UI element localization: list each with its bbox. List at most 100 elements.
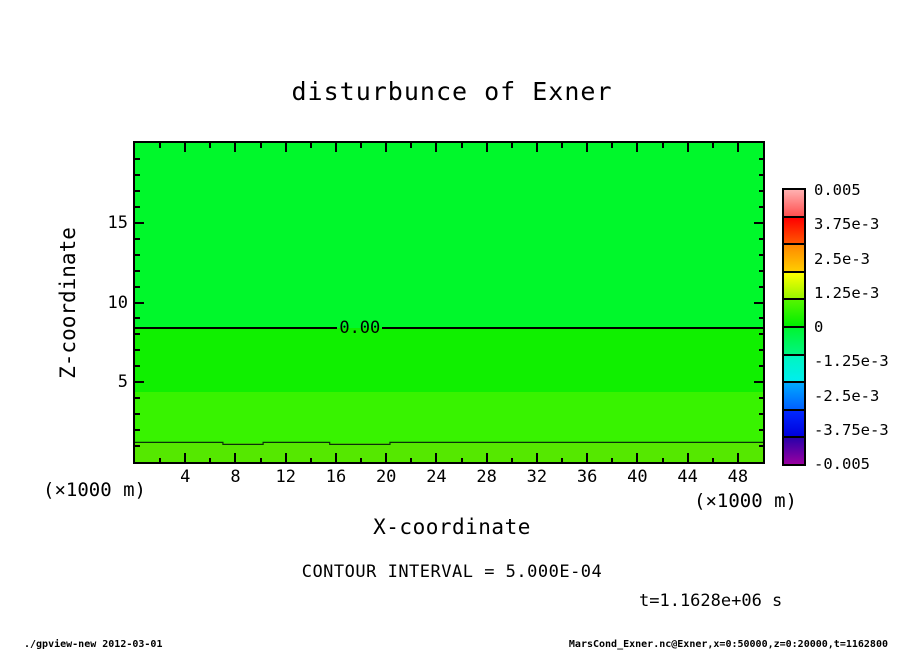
z-minor-tick bbox=[135, 157, 140, 160]
z-minor-tick bbox=[758, 333, 763, 336]
colorbar-segment bbox=[784, 243, 804, 271]
colorbar-tick-label: -1.25e-3 bbox=[814, 352, 889, 371]
x-tick-label: 24 bbox=[426, 467, 447, 487]
x-major-tick bbox=[334, 143, 337, 152]
z-major-tick bbox=[135, 301, 144, 304]
x-minor-tick bbox=[410, 457, 413, 462]
x-tick-label: 4 bbox=[180, 467, 191, 487]
z-minor-tick bbox=[758, 173, 763, 176]
colorbar-tick-label: 0 bbox=[814, 318, 824, 336]
z-minor-tick bbox=[758, 365, 763, 368]
colorbar-tick-label: -0.005 bbox=[814, 455, 870, 473]
z-tick-label: 10 bbox=[107, 292, 128, 313]
x-major-tick bbox=[284, 453, 287, 462]
z-minor-tick bbox=[135, 205, 140, 208]
shade-band bbox=[135, 391, 763, 443]
colorbar-tick-label: -2.5e-3 bbox=[814, 386, 880, 405]
colorbar-segment bbox=[784, 215, 804, 244]
z-minor-tick bbox=[135, 365, 140, 368]
colorbar-segment bbox=[784, 325, 804, 354]
x-major-tick bbox=[686, 143, 689, 152]
z-minor-tick bbox=[135, 173, 140, 176]
x-minor-tick bbox=[711, 457, 714, 462]
z-minor-tick bbox=[758, 157, 763, 160]
x-minor-tick bbox=[661, 457, 664, 462]
z-major-tick bbox=[754, 301, 763, 304]
z-minor-tick bbox=[758, 237, 763, 240]
z-minor-tick bbox=[135, 333, 140, 336]
colorbar-tick-label: 2.5e-3 bbox=[814, 249, 870, 268]
shade-band bbox=[135, 328, 763, 392]
colorbar-segment bbox=[784, 353, 804, 382]
colorbar-segment bbox=[784, 436, 804, 464]
x-major-tick bbox=[485, 143, 488, 152]
shade-band bbox=[135, 442, 763, 462]
x-minor-tick bbox=[711, 143, 714, 148]
x-major-tick bbox=[435, 453, 438, 462]
z-axis-unit-label: (×1000 m) bbox=[43, 479, 146, 501]
z-minor-tick bbox=[135, 397, 140, 400]
footer-dataset-text: MarsCond_Exner.nc@Exner,x=0:50000,z=0:20… bbox=[568, 639, 888, 650]
x-tick-label: 28 bbox=[476, 467, 497, 487]
x-tick-label: 8 bbox=[230, 467, 241, 487]
z-tick-label: 15 bbox=[107, 212, 128, 233]
x-minor-tick bbox=[259, 457, 262, 462]
z-minor-tick bbox=[135, 269, 140, 272]
x-minor-tick bbox=[561, 457, 564, 462]
colorbar-segment bbox=[784, 270, 804, 299]
zero-contour-line-left bbox=[135, 327, 338, 329]
x-major-tick bbox=[234, 143, 237, 152]
x-tick-label: 36 bbox=[576, 467, 598, 487]
x-major-tick bbox=[284, 143, 287, 152]
z-minor-tick bbox=[135, 253, 140, 256]
z-minor-tick bbox=[758, 285, 763, 288]
contour-interval-label: CONTOUR INTERVAL = 5.000E-04 bbox=[301, 562, 603, 582]
x-major-tick bbox=[435, 143, 438, 152]
z-minor-tick bbox=[135, 349, 140, 352]
x-minor-tick bbox=[510, 143, 513, 148]
z-minor-tick bbox=[758, 445, 763, 448]
z-minor-tick bbox=[758, 349, 763, 352]
x-axis-unit-label: (×1000 m) bbox=[694, 490, 797, 512]
z-minor-tick bbox=[758, 397, 763, 400]
z-minor-tick bbox=[135, 413, 140, 416]
z-minor-tick bbox=[758, 253, 763, 256]
x-major-tick bbox=[736, 143, 739, 152]
colorbar-segment bbox=[784, 190, 804, 216]
x-major-tick bbox=[636, 143, 639, 152]
z-minor-tick bbox=[758, 269, 763, 272]
x-major-tick bbox=[736, 453, 739, 462]
x-minor-tick bbox=[611, 143, 614, 148]
x-major-tick bbox=[686, 453, 689, 462]
x-tick-label: 32 bbox=[526, 467, 548, 487]
plot-area: 0.00 bbox=[133, 141, 765, 464]
x-major-tick bbox=[334, 453, 337, 462]
z-major-tick bbox=[754, 221, 763, 224]
z-minor-tick bbox=[135, 285, 140, 288]
colorbar-tick-label: 1.25e-3 bbox=[814, 283, 880, 302]
x-minor-tick bbox=[360, 457, 363, 462]
z-minor-tick bbox=[135, 237, 140, 240]
z-minor-tick bbox=[758, 205, 763, 208]
zero-contour-line-right bbox=[382, 327, 763, 329]
lower-contour-line bbox=[135, 441, 763, 445]
x-major-tick bbox=[535, 453, 538, 462]
x-minor-tick bbox=[410, 143, 413, 148]
shade-band bbox=[135, 143, 763, 329]
colorbar-tick-label: -3.75e-3 bbox=[814, 420, 889, 439]
x-minor-tick bbox=[561, 143, 564, 148]
x-minor-tick bbox=[159, 143, 162, 148]
colorbar-segment bbox=[784, 298, 804, 326]
z-major-tick bbox=[754, 381, 763, 384]
x-minor-tick bbox=[309, 143, 312, 148]
z-minor-tick bbox=[135, 189, 140, 192]
x-minor-tick bbox=[661, 143, 664, 148]
x-minor-tick bbox=[209, 457, 212, 462]
z-minor-tick bbox=[758, 317, 763, 320]
colorbar-tick-label: 0.005 bbox=[814, 181, 861, 199]
x-minor-tick bbox=[259, 143, 262, 148]
x-minor-tick bbox=[460, 457, 463, 462]
zero-contour-label: 0.00 bbox=[339, 318, 381, 338]
x-tick-label: 12 bbox=[275, 467, 296, 487]
